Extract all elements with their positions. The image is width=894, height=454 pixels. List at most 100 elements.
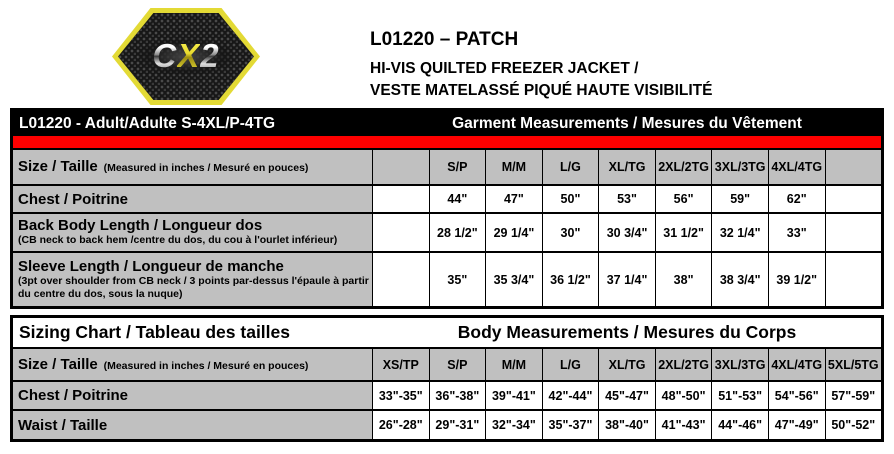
measurement-value-cell bbox=[825, 186, 882, 212]
measurement-value-cell bbox=[373, 186, 430, 212]
measurement-value-cell: 62" bbox=[768, 186, 826, 212]
size-column-header: XL/TG bbox=[599, 349, 656, 380]
size-label-cell: Size / Taille (Measured in inches / Mesu… bbox=[13, 150, 373, 184]
row-label: Chest / Poitrine bbox=[18, 387, 129, 404]
size-label-line: Size / Taille (Measured in inches / Mesu… bbox=[18, 158, 370, 176]
measurement-row: Back Body Length / Longueur dos (CB neck … bbox=[13, 212, 882, 251]
row-label-cell: Sleeve Length / Longueur de manche (3pt o… bbox=[13, 253, 373, 306]
size-units-note: (Measured in inches / Mesuré en pouces) bbox=[97, 162, 309, 175]
product-title-block: L01220 – PATCH HI-VIS QUILTED FREEZER JA… bbox=[370, 29, 713, 103]
measurement-row: Sleeve Length / Longueur de manche (3pt o… bbox=[13, 251, 882, 306]
garment-measurements-table: L01220 - Adult/Adulte S-4XL/P-4TG Garmen… bbox=[10, 108, 884, 309]
measurement-row: Waist / Taille 26"-28" 29"-31" 32"-34" 35"-3… bbox=[13, 409, 882, 439]
cx2-logo: CX2 bbox=[112, 8, 260, 105]
measurement-value-cell: 50" bbox=[542, 186, 600, 212]
measurement-value-cell: 30" bbox=[542, 214, 600, 251]
measurement-value-cell: 28 1/2" bbox=[429, 214, 487, 251]
size-header-row: Size / Taille (Measured in inches / Mesu… bbox=[13, 148, 882, 184]
size-column-header: 4XL/4TG bbox=[768, 349, 826, 380]
size-column-header: 2XL/2TG bbox=[655, 150, 713, 184]
measurement-value-cell: 47" bbox=[486, 186, 543, 212]
row-label: Waist / Taille bbox=[18, 416, 108, 434]
measurement-value-cell: 33" bbox=[768, 214, 826, 251]
measurement-value-cell: 38"-40" bbox=[599, 411, 656, 439]
product-name-fr: VESTE MATELASSÉ PIQUÉ HAUTE VISIBILITÉ bbox=[370, 82, 713, 100]
row-label-cell: Back Body Length / Longueur dos (CB neck … bbox=[13, 214, 373, 251]
measurement-value-cell: 30 3/4" bbox=[599, 214, 656, 251]
measurement-value-cell bbox=[825, 253, 882, 306]
logo-letter-c: C bbox=[152, 37, 178, 74]
size-units-note: (Measured in inches / Mesuré en pouces) bbox=[97, 359, 309, 372]
red-accent-bar bbox=[13, 136, 881, 148]
measurement-value-cell: 57"-59" bbox=[825, 382, 882, 409]
measurement-value-cell bbox=[373, 253, 430, 306]
size-column-header: 3XL/3TG bbox=[712, 150, 769, 184]
size-column-header: 4XL/4TG bbox=[768, 150, 826, 184]
hexagon-badge-icon: CX2 bbox=[112, 8, 260, 105]
measurement-value-cell: 44" bbox=[429, 186, 487, 212]
size-column-header: S/P bbox=[429, 349, 487, 380]
logo-wordmark: CX2 bbox=[152, 39, 219, 72]
measurement-value-cell: 47"-49" bbox=[768, 411, 826, 439]
product-name-en: HI-VIS QUILTED FREEZER JACKET / bbox=[370, 59, 639, 77]
size-column-header: 3XL/3TG bbox=[712, 349, 769, 380]
measurement-value-cell: 42"-44" bbox=[542, 382, 600, 409]
product-code-title: L01220 – PATCH bbox=[370, 29, 519, 50]
size-column-header: XS/TP bbox=[373, 349, 430, 380]
logo-letter-2: 2 bbox=[200, 37, 220, 74]
measurement-value-cell: 36 1/2" bbox=[542, 253, 600, 306]
size-column-header: XL/TG bbox=[599, 150, 656, 184]
measurement-value-cell bbox=[825, 214, 882, 251]
size-column-header: L/G bbox=[542, 150, 600, 184]
measurement-value-cell: 29"-31" bbox=[429, 411, 487, 439]
size-label: Size / Taille bbox=[18, 158, 98, 176]
measurement-value-cell: 32"-34" bbox=[486, 411, 543, 439]
row-note: (CB neck to back hem /centre du dos, du … bbox=[18, 234, 338, 247]
size-column-header: 5XL/5TG bbox=[825, 349, 882, 380]
measurement-value-cell: 26"-28" bbox=[373, 411, 430, 439]
size-column-header: L/G bbox=[542, 349, 600, 380]
body-table-titlebar: Sizing Chart / Tableau des tailles Body … bbox=[13, 318, 881, 347]
row-note: (3pt over shoulder from CB neck / 3 poin… bbox=[18, 274, 369, 300]
measurement-value-cell: 35 3/4" bbox=[486, 253, 543, 306]
size-column-header: M/M bbox=[486, 349, 543, 380]
size-label-line: Size / Taille (Measured in inches / Mesu… bbox=[18, 356, 370, 374]
row-label-cell: Chest / Poitrine bbox=[13, 382, 373, 409]
measurement-value-cell: 38" bbox=[655, 253, 713, 306]
measurement-value-cell: 44"-46" bbox=[712, 411, 769, 439]
logo-band: CX2 bbox=[138, 38, 234, 75]
size-label-cell: Size / Taille (Measured in inches / Mesu… bbox=[13, 349, 373, 380]
measurement-value-cell: 53" bbox=[599, 186, 656, 212]
row-label: Back Body Length / Longueur dos bbox=[18, 217, 263, 235]
measurement-value-cell: 51"-53" bbox=[712, 382, 769, 409]
carbon-texture: CX2 bbox=[118, 13, 254, 100]
garment-table-titlebar: L01220 - Adult/Adulte S-4XL/P-4TG Garmen… bbox=[13, 111, 881, 136]
measurement-row: Chest / Poitrine 33"-35" 36"-38" 39"-41" 42"… bbox=[13, 380, 882, 409]
measurement-row: Chest / Poitrine 44" 47" 50" 53" 56" 59" 62" bbox=[13, 184, 882, 212]
measurement-value-cell: 50"-52" bbox=[825, 411, 882, 439]
body-table-rows: Size / Taille (Measured in inches / Mesu… bbox=[13, 347, 882, 439]
measurement-value-cell: 37 1/4" bbox=[599, 253, 656, 306]
row-label-cell: Chest / Poitrine bbox=[13, 186, 373, 212]
garment-table-rows: Size / Taille (Measured in inches / Mesu… bbox=[13, 148, 882, 306]
measurement-value-cell: 41"-43" bbox=[655, 411, 713, 439]
measurement-value-cell: 36"-38" bbox=[429, 382, 487, 409]
measurement-value-cell: 31 1/2" bbox=[655, 214, 713, 251]
measurement-value-cell: 32 1/4" bbox=[712, 214, 769, 251]
garment-table-title-right: Garment Measurements / Mesures du Vêteme… bbox=[452, 114, 802, 132]
measurement-value-cell: 48"-50" bbox=[655, 382, 713, 409]
size-header-row: Size / Taille (Measured in inches / Mesu… bbox=[13, 347, 882, 380]
size-column-header: 2XL/2TG bbox=[655, 349, 713, 380]
row-label: Chest / Poitrine bbox=[18, 190, 129, 208]
measurement-value-cell: 54"-56" bbox=[768, 382, 826, 409]
measurement-value-cell: 38 3/4" bbox=[712, 253, 769, 306]
body-table-title-left: Sizing Chart / Tableau des tailles bbox=[19, 322, 290, 342]
measurement-value-cell: 39"-41" bbox=[486, 382, 543, 409]
body-table-title-right: Body Measurements / Mesures du Corps bbox=[457, 322, 797, 342]
size-label: Size / Taille bbox=[18, 355, 98, 373]
row-label: Sleeve Length / Longueur de manche bbox=[18, 257, 284, 275]
measurement-value-cell: 39 1/2" bbox=[768, 253, 826, 306]
measurement-value-cell bbox=[373, 214, 430, 251]
size-column-header: M/M bbox=[486, 150, 543, 184]
